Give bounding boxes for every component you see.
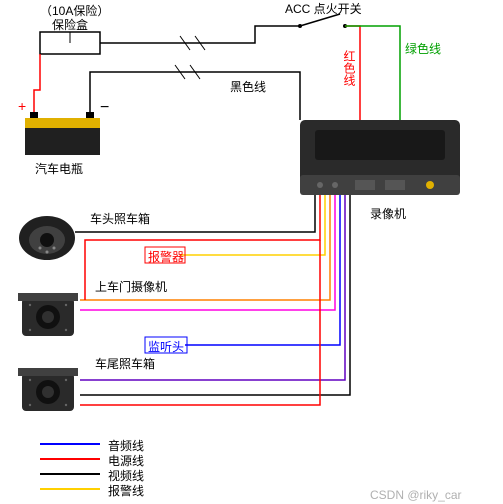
battery-body (25, 125, 100, 155)
front-cam-label: 车头照车箱 (90, 210, 150, 227)
black-wire (90, 72, 300, 120)
black-wire-label: 黑色线 (230, 78, 266, 95)
watermark-text: CSDN @riky_car (370, 488, 462, 502)
wiring-svg: + − (0, 0, 503, 504)
rear-camera (18, 368, 78, 411)
battery-minus: − (100, 99, 109, 116)
listener-label: 监听头 (148, 338, 184, 355)
door-cam-label: 上车门摄像机 (95, 278, 167, 295)
red-wire-label: 红色线 (341, 50, 358, 86)
door-camera (18, 293, 78, 336)
battery-plus: + (18, 98, 26, 114)
fuse-box-sub-label: 保险盒 (52, 16, 88, 33)
alarm-label: 报警器 (148, 248, 184, 265)
recorder-label: 录像机 (370, 205, 406, 222)
dome-camera (19, 216, 75, 260)
legend-alarm-label: 报警线 (108, 482, 144, 499)
battery-label: 汽车电瓶 (35, 160, 83, 177)
green-wire-label: 绿色线 (405, 40, 441, 57)
acc-switch-label: ACC 点火开关 (285, 0, 362, 17)
recorder-device (300, 120, 460, 195)
rear-cam-label: 车尾照车箱 (95, 355, 155, 372)
